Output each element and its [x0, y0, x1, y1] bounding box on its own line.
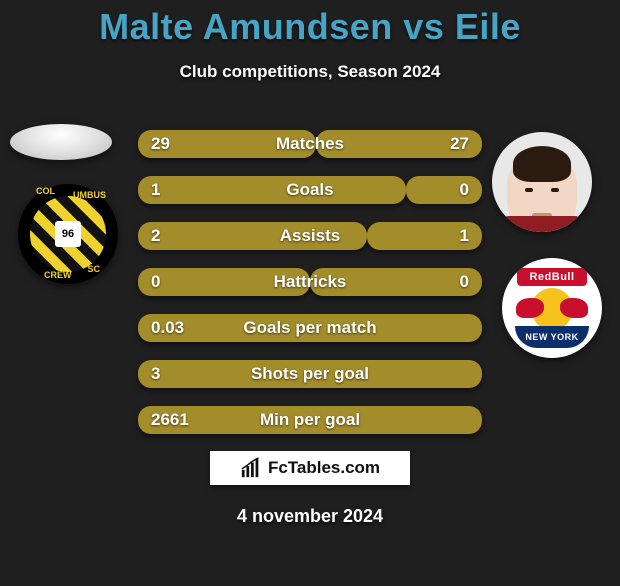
- stat-row: 0.03Goals per match: [138, 314, 482, 342]
- club-logo-right: RedBull NEW YORK: [502, 258, 602, 358]
- stat-label: Matches: [138, 130, 482, 158]
- page-title: Malte Amundsen vs Eile: [0, 6, 620, 48]
- stat-label: Hattricks: [138, 268, 482, 296]
- date: 4 november 2024: [0, 506, 620, 527]
- watermark-text: FcTables.com: [268, 458, 380, 478]
- stat-row: 2927Matches: [138, 130, 482, 158]
- stat-label: Goals: [138, 176, 482, 204]
- stat-label: Min per goal: [138, 406, 482, 434]
- stat-label: Shots per goal: [138, 360, 482, 388]
- stat-row: 10Goals: [138, 176, 482, 204]
- player-photo-left: [10, 124, 112, 160]
- watermark: FcTables.com: [210, 451, 410, 485]
- player-photo-right: [492, 132, 592, 232]
- subtitle: Club competitions, Season 2024: [0, 62, 620, 82]
- club-logo-left: 96 COLUMBUSCREWSC: [18, 184, 118, 284]
- stat-row: 2661Min per goal: [138, 406, 482, 434]
- stat-row: 00Hattricks: [138, 268, 482, 296]
- stat-row: 21Assists: [138, 222, 482, 250]
- chart-icon: [240, 457, 262, 479]
- stat-label: Goals per match: [138, 314, 482, 342]
- stats-container: 2927Matches 10Goals 21Assists 00Hattricks 0.…: [138, 130, 482, 452]
- stat-label: Assists: [138, 222, 482, 250]
- stat-row: 3Shots per goal: [138, 360, 482, 388]
